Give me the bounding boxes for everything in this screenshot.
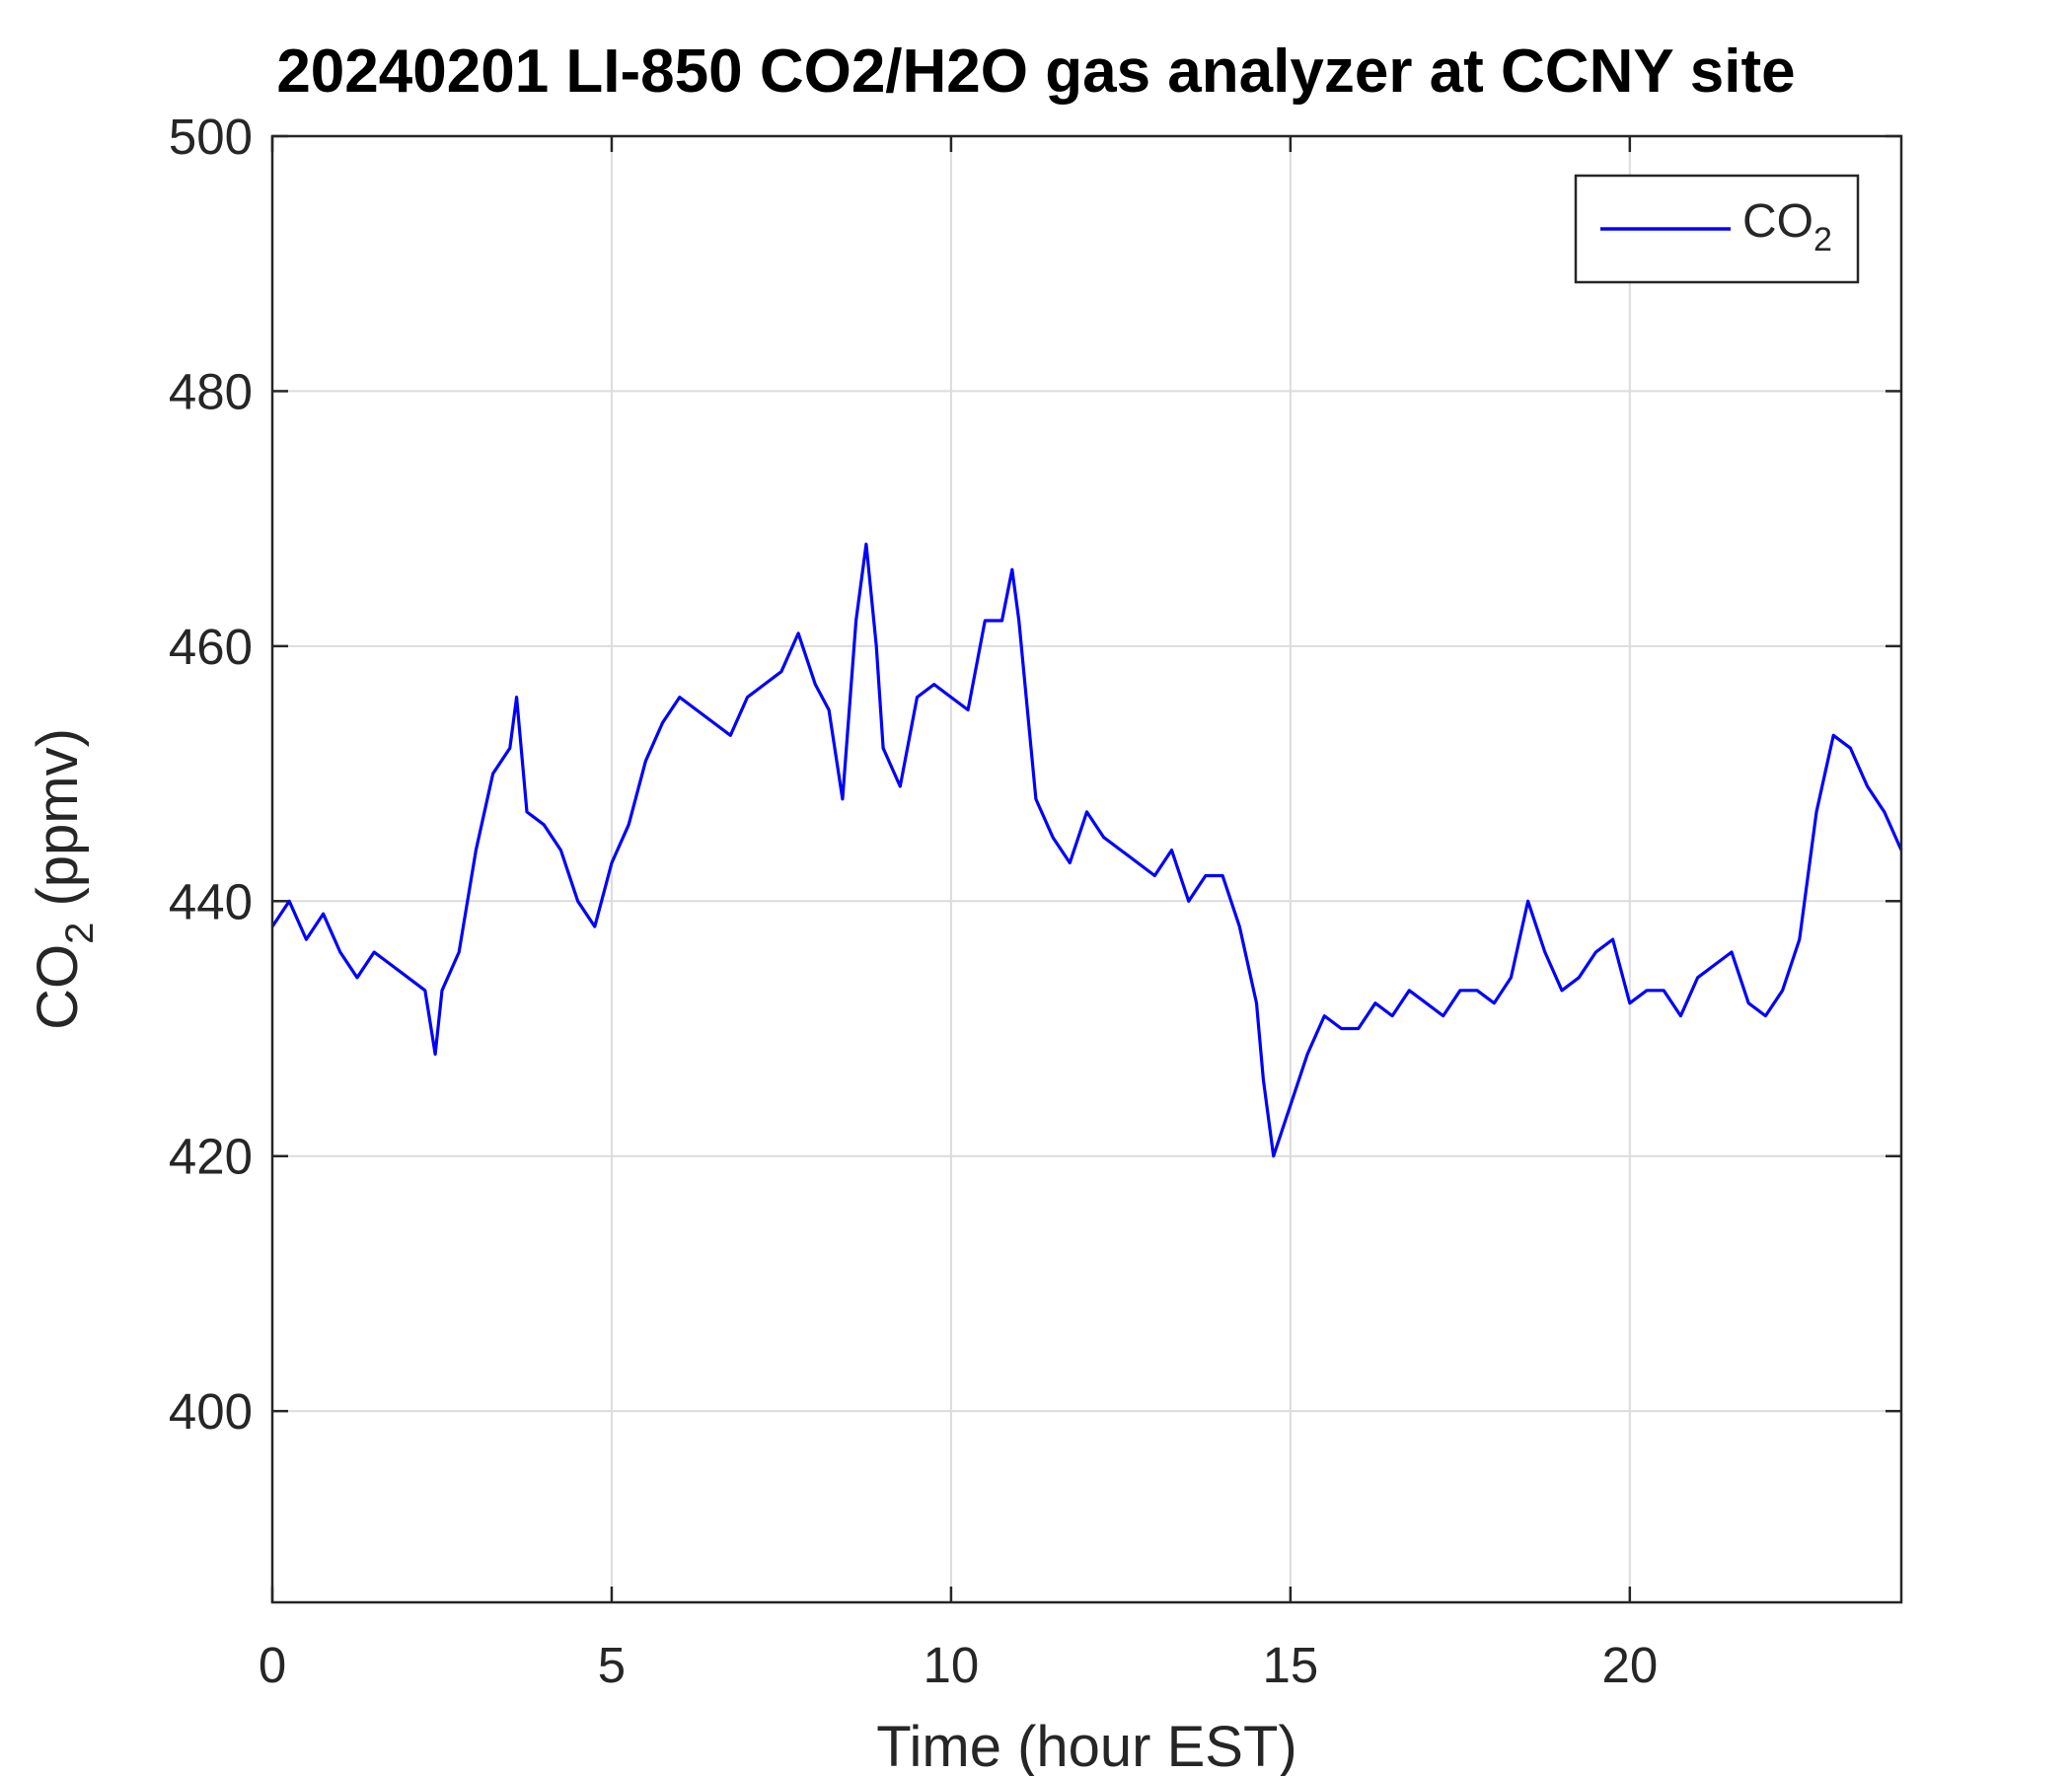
chart-title: 20240201 LI-850 CO2/H2O gas analyzer at … xyxy=(276,37,1795,106)
y-tick-label: 400 xyxy=(169,1383,253,1440)
legend-label-co2: CO2 xyxy=(1742,195,1832,259)
legend-label-subscript: 2 xyxy=(1813,221,1832,259)
y-tick-label: 440 xyxy=(169,873,253,929)
legend-label-main: CO xyxy=(1742,195,1813,248)
x-tick-label: 10 xyxy=(924,1637,980,1693)
legend: CO2 xyxy=(1574,174,1860,284)
axis-ticks xyxy=(270,134,1901,1602)
x-tick-label: 15 xyxy=(1263,1637,1319,1693)
x-tick-label: 20 xyxy=(1601,1637,1658,1693)
x-tick-labels: 0 5 10 15 20 xyxy=(259,1637,1658,1693)
y-tick-labels: 400 420 440 460 480 500 xyxy=(169,109,253,1440)
plot-frame xyxy=(270,134,1903,1604)
y-axis-label-subscript: 2 xyxy=(58,923,102,944)
series-group xyxy=(270,542,1903,1158)
y-axis-label-main: CO xyxy=(26,944,90,1030)
y-tick-label: 480 xyxy=(169,363,253,419)
x-tick-label: 5 xyxy=(598,1637,626,1693)
y-tick-label: 420 xyxy=(169,1129,253,1185)
x-tick-label: 0 xyxy=(259,1637,286,1693)
y-tick-label: 500 xyxy=(169,109,253,165)
y-axis-label-suffix: (ppmv) xyxy=(26,728,90,923)
series-line-co2 xyxy=(270,542,1903,1158)
y-axis-label: CO2 (ppmv) xyxy=(26,728,102,1030)
y-tick-label: 460 xyxy=(169,619,253,675)
x-axis-label: Time (hour EST) xyxy=(876,1715,1296,1776)
